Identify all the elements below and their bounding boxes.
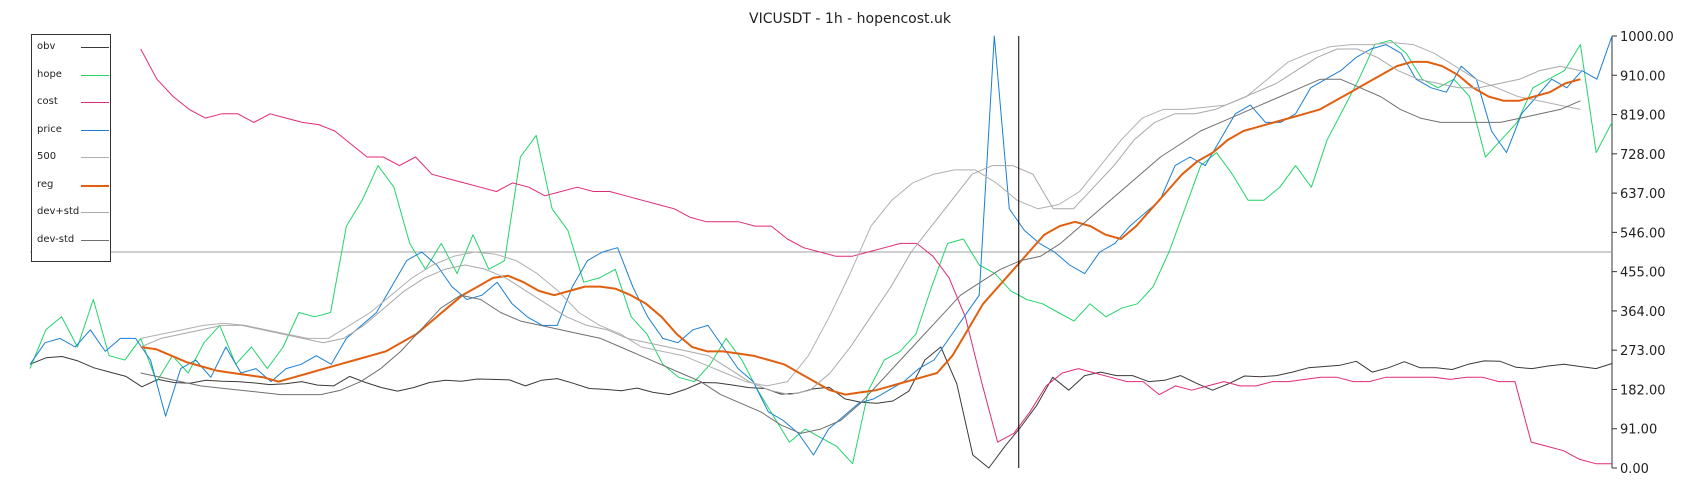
legend-swatch [81, 47, 109, 48]
legend-label: obv [37, 41, 56, 52]
chart-title: VICUSDT - 1h - hopencost.uk [749, 11, 951, 27]
legend-swatch [81, 74, 109, 76]
series-line-dev-std [140, 48, 1581, 396]
legend-item: 500 [37, 149, 109, 165]
legend-item: dev-std [37, 232, 109, 248]
series-line-500 [140, 42, 1581, 387]
legend-label: price [37, 123, 62, 135]
y-tick-label: 0.00 [1620, 462, 1649, 477]
series-line-cost [140, 48, 1612, 465]
series-line-obv [29, 346, 1613, 469]
y-tick-label: 273.00 [1620, 344, 1666, 359]
legend-label: dev-std [37, 233, 75, 245]
legend-label: dev+std [37, 206, 80, 217]
y-tick-label: 455.00 [1620, 266, 1666, 281]
legend-label: 500 [37, 151, 57, 162]
y-tick-label: 364.00 [1620, 305, 1666, 320]
legend-item: hope [37, 67, 109, 83]
legend-label: cost [37, 96, 58, 107]
y-tick-label: 182.00 [1620, 383, 1666, 398]
y-tick-label: 637.00 [1620, 187, 1666, 202]
legend-item: cost [37, 94, 109, 110]
series-line-hope [29, 39, 1613, 465]
y-axis: 0.00 91.00 182.00 273.00 364.00 455.00 546.00 6… [1611, 30, 1674, 477]
legend-swatch [81, 157, 109, 158]
y-tick-label: 91.00 [1620, 423, 1657, 438]
legend-label: reg [37, 178, 54, 190]
series-line-price [29, 35, 1613, 456]
series-line-dev-std [140, 78, 1581, 434]
series-line-reg [140, 60, 1581, 396]
y-tick-label: 910.00 [1620, 69, 1666, 84]
legend-swatch [81, 184, 109, 187]
legend-swatch [81, 129, 109, 131]
y-tick-label: 1000.00 [1620, 30, 1674, 45]
series-group [29, 35, 1613, 469]
legend-item: reg [37, 177, 109, 193]
legend-item: dev+std [37, 204, 109, 220]
legend-item: obv [37, 39, 109, 55]
legend-item: price [37, 122, 109, 138]
legend-swatch [81, 212, 109, 213]
y-tick-label: 819.00 [1620, 109, 1666, 124]
y-tick-label: 728.00 [1620, 148, 1666, 163]
legend-swatch [81, 239, 109, 241]
y-tick-label: 546.00 [1620, 226, 1666, 241]
legend: obv hope cost price 500 reg dev+std dev-std [31, 34, 111, 262]
legend-swatch [81, 102, 109, 103]
legend-label: hope [37, 68, 62, 80]
